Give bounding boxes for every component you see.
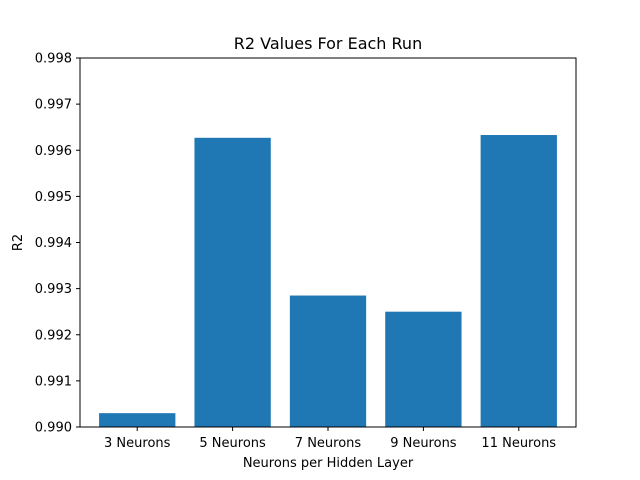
y-tick-label: 0.992 bbox=[35, 328, 72, 343]
bar-11-neurons bbox=[480, 135, 557, 427]
x-axis-label: Neurons per Hidden Layer bbox=[243, 456, 414, 471]
x-tick-label: 3 Neurons bbox=[104, 436, 171, 451]
bar-7-neurons bbox=[289, 295, 367, 427]
y-tick-label: 0.991 bbox=[35, 374, 72, 389]
y-tick-label: 0.993 bbox=[35, 282, 72, 297]
x-axis: 3 Neurons 5 Neurons 7 Neurons 9 Neurons 11 N… bbox=[104, 427, 556, 451]
bar-5-neurons bbox=[194, 137, 271, 427]
y-axis-label: R2 bbox=[11, 234, 26, 251]
x-tick-label: 9 Neurons bbox=[390, 436, 457, 451]
x-tick-label: 7 Neurons bbox=[295, 436, 362, 451]
bar-9-neurons bbox=[385, 311, 462, 427]
y-tick-label: 0.996 bbox=[35, 144, 72, 159]
bars-group bbox=[99, 135, 557, 427]
y-tick-label: 0.994 bbox=[35, 236, 72, 251]
y-tick-label: 0.990 bbox=[35, 421, 72, 436]
y-tick-label: 0.998 bbox=[35, 52, 72, 67]
chart-title: R2 Values For Each Run bbox=[234, 34, 422, 53]
bar-3-neurons bbox=[99, 413, 176, 427]
y-tick-label: 0.995 bbox=[35, 190, 72, 205]
x-tick-label: 5 Neurons bbox=[199, 436, 266, 451]
x-tick-label: 11 Neurons bbox=[481, 436, 556, 451]
y-axis: 0.990 0.991 0.992 0.993 0.994 0.995 0.996 0.997… bbox=[35, 52, 80, 436]
y-tick-label: 0.997 bbox=[35, 98, 72, 113]
